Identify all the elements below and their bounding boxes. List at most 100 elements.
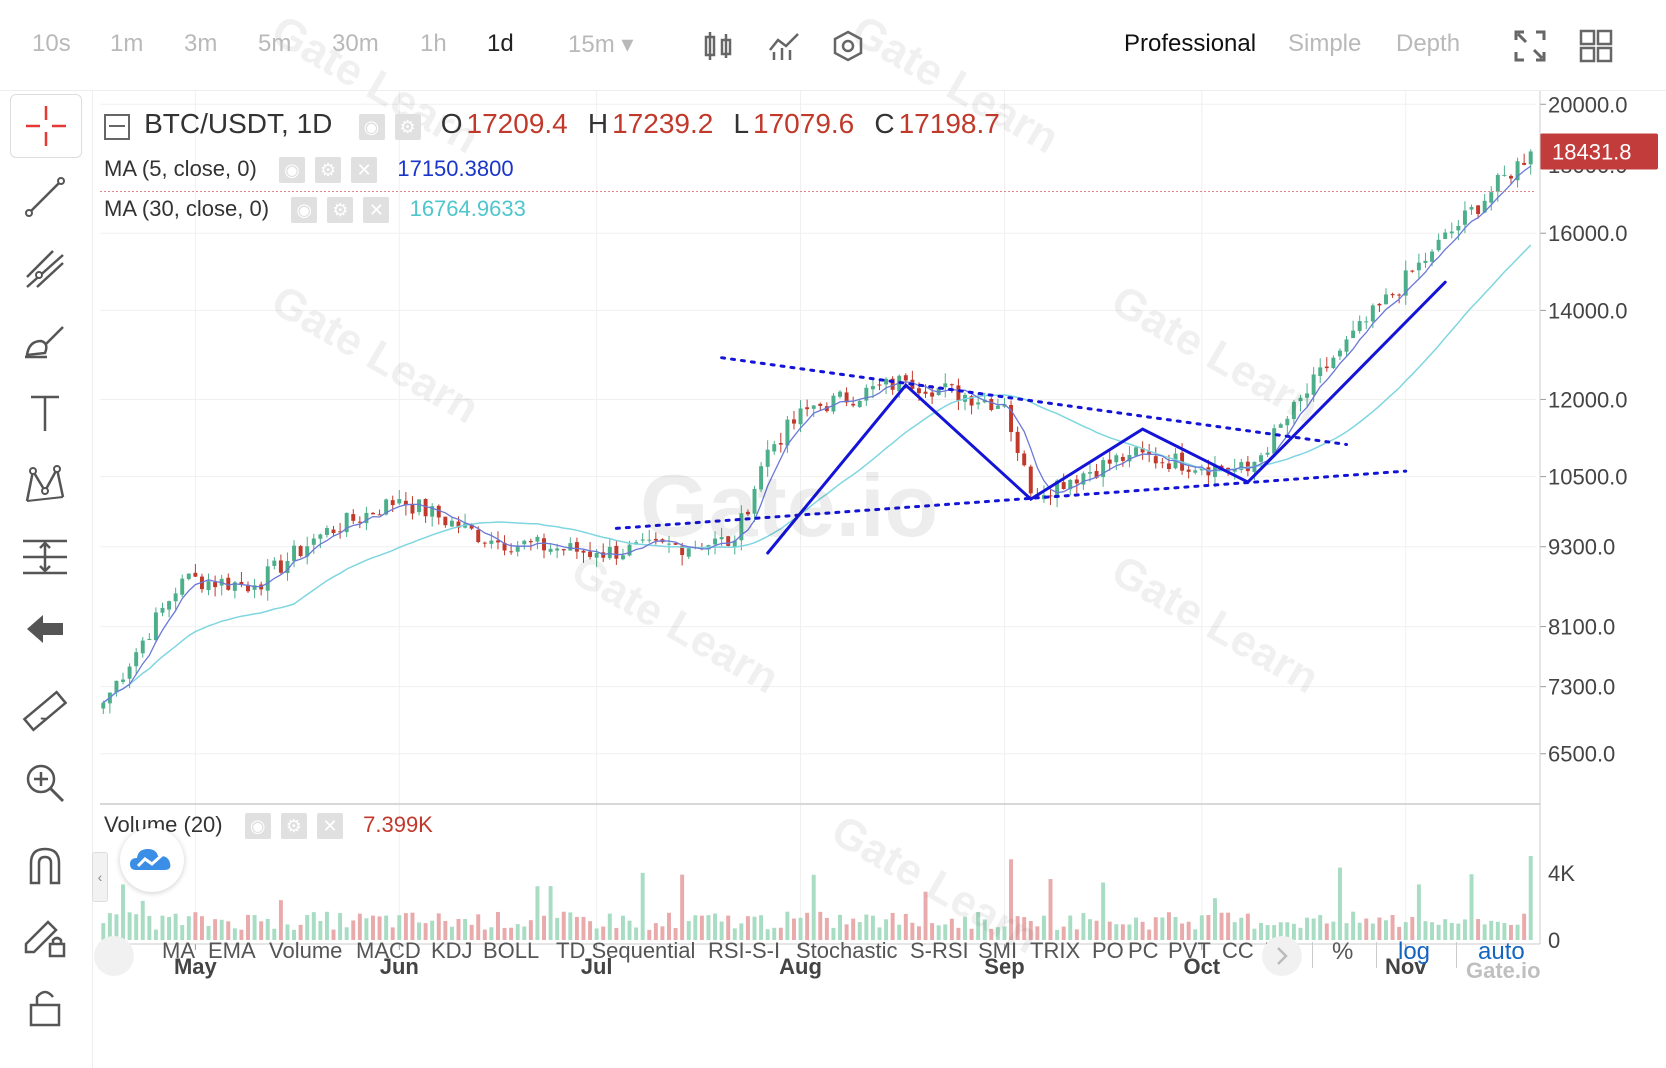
fullscreen-icon[interactable] — [1512, 28, 1548, 64]
mode-simple[interactable]: Simple — [1288, 30, 1361, 58]
brush-tool[interactable] — [10, 310, 80, 372]
timeframe-dropdown[interactable]: 15m ▾ — [568, 30, 633, 59]
visibility-eye-icon[interactable]: ◉ — [245, 813, 271, 839]
unlock-icon — [23, 985, 67, 1029]
candle-body — [950, 384, 954, 385]
indicator-ma[interactable]: MA — [162, 938, 195, 964]
candle-body — [1397, 295, 1401, 296]
percent-scale-toggle[interactable]: % — [1332, 938, 1353, 966]
timeframe-5m[interactable]: 5m — [258, 30, 291, 58]
indicator-smi[interactable]: SMI — [978, 938, 1017, 964]
hide-toolbar-button[interactable] — [10, 598, 80, 660]
collapse-legend-icon[interactable] — [104, 114, 130, 140]
lock-all-tool[interactable] — [10, 976, 80, 1038]
arrow-left-icon — [23, 607, 67, 651]
candle-body — [805, 407, 809, 409]
indicator-bar: MA EMA Volume MACD KDJ BOLL TD Sequentia… — [92, 930, 1666, 990]
candle-body — [1391, 294, 1395, 295]
indicator-boll[interactable]: BOLL — [483, 938, 539, 964]
candle-body — [1522, 163, 1526, 165]
open-value: 17209.4 — [467, 108, 568, 139]
price-axis[interactable]: 20000.0 16000.0 14000.0 12000.0 10500.0 9300.… — [1540, 92, 1628, 766]
pattern-tool[interactable] — [10, 454, 80, 516]
ma5-legend: MA (5, close, 0) ◉ ⚙ ✕ 17150.3800 — [104, 156, 514, 183]
indicator-po[interactable]: PO — [1092, 938, 1124, 964]
candle-body — [193, 573, 197, 577]
ruler-tool[interactable] — [10, 680, 80, 742]
candle-body — [943, 383, 947, 387]
panel-collapse-tab[interactable]: ‹ — [92, 852, 108, 902]
candle-body — [1167, 463, 1171, 469]
candle-body — [1108, 460, 1112, 464]
current-price-value: 18431.8 — [1552, 139, 1632, 164]
cloud-sync-button[interactable] — [120, 828, 184, 892]
indicator-macd[interactable]: MACD — [356, 938, 421, 964]
crosshair-tool[interactable] — [10, 94, 82, 158]
remove-x-icon[interactable]: ✕ — [317, 813, 343, 839]
candle-body — [266, 566, 270, 590]
indicator-ema[interactable]: EMA — [208, 938, 256, 964]
indicators-icon[interactable] — [766, 28, 802, 64]
mode-professional[interactable]: Professional — [1124, 30, 1256, 58]
scroll-left-button[interactable] — [94, 936, 134, 976]
visibility-eye-icon[interactable]: ◉ — [359, 114, 385, 140]
magnet-tool[interactable] — [10, 834, 80, 896]
crosshair-icon — [24, 104, 68, 148]
settings-gear-icon[interactable]: ⚙ — [395, 114, 421, 140]
lock-drawing-tool[interactable] — [10, 906, 80, 968]
layout-grid-icon[interactable] — [1578, 28, 1614, 64]
indicator-td-sequential[interactable]: TD Sequential — [556, 938, 695, 964]
indicator-volume[interactable]: Volume — [269, 938, 342, 964]
settings-gear-icon[interactable]: ⚙ — [315, 157, 341, 183]
candle-body — [161, 608, 165, 613]
open-label: O — [441, 108, 463, 139]
candle-body — [858, 401, 862, 407]
zoom-in-tool[interactable] — [10, 752, 80, 814]
visibility-eye-icon[interactable]: ◉ — [279, 157, 305, 183]
timeframe-1m[interactable]: 1m — [110, 30, 143, 58]
settings-gear-icon[interactable]: ⚙ — [281, 813, 307, 839]
indicator-cc[interactable]: CC — [1222, 938, 1254, 964]
measure-range-tool[interactable] — [10, 526, 80, 588]
timeframe-1d[interactable]: 1d — [487, 30, 514, 58]
price-tick-label: 8100.0 — [1548, 615, 1615, 640]
text-tool[interactable] — [10, 382, 80, 444]
scroll-right-button[interactable] — [1262, 936, 1302, 976]
price-range-icon — [21, 533, 69, 581]
remove-x-icon[interactable]: ✕ — [351, 157, 377, 183]
candle-body — [838, 392, 842, 397]
candle-body — [568, 543, 572, 550]
indicator-stochastic[interactable]: Stochastic — [796, 938, 898, 964]
timeframe-30m[interactable]: 30m — [332, 30, 379, 58]
candlestick-series — [101, 149, 1532, 714]
fib-tool[interactable] — [10, 238, 80, 300]
trend-line-tool[interactable] — [10, 166, 80, 228]
candle-body — [930, 392, 934, 396]
candle-body — [1121, 457, 1125, 461]
candle-body — [614, 546, 618, 559]
timeframe-3m[interactable]: 3m — [184, 30, 217, 58]
log-scale-toggle[interactable]: log — [1398, 938, 1430, 966]
candle-body — [535, 537, 539, 542]
indicator-trix[interactable]: TRIX — [1030, 938, 1080, 964]
visibility-eye-icon[interactable]: ◉ — [291, 197, 317, 223]
candle-body — [299, 546, 303, 556]
indicator-kdj[interactable]: KDJ — [431, 938, 473, 964]
remove-x-icon[interactable]: ✕ — [363, 197, 389, 223]
indicator-s-rsi[interactable]: S-RSI — [910, 938, 969, 964]
indicator-pvt[interactable]: PVT — [1168, 938, 1211, 964]
settings-gear-icon[interactable]: ⚙ — [327, 197, 353, 223]
candle-body — [871, 386, 875, 389]
candle-body — [332, 530, 336, 533]
candlestick-type-icon[interactable] — [700, 28, 736, 64]
indicator-rsi[interactable]: RSI-S-I — [708, 938, 780, 964]
timeframe-1h[interactable]: 1h — [420, 30, 447, 58]
timeframe-10s[interactable]: 10s — [32, 30, 71, 58]
candle-body — [101, 703, 105, 709]
candle-body — [864, 388, 868, 401]
candle-body — [417, 499, 421, 512]
low-label: L — [733, 108, 749, 139]
mode-depth[interactable]: Depth — [1396, 30, 1460, 58]
indicator-pc[interactable]: PC — [1128, 938, 1159, 964]
settings-hexagon-icon[interactable] — [830, 28, 866, 64]
